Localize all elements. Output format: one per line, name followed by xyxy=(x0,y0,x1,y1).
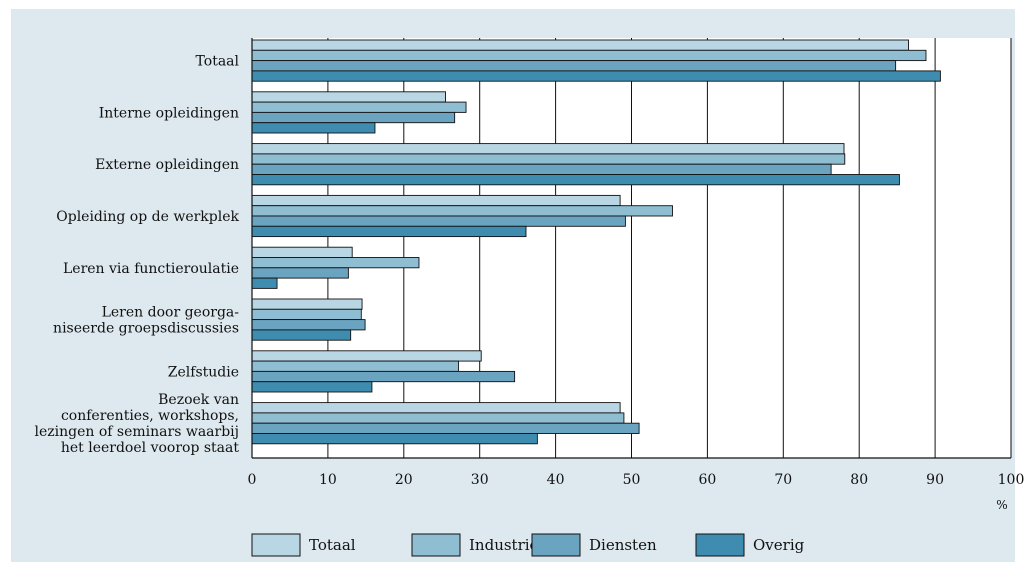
bar xyxy=(251,122,376,134)
category-label: Interne opleidingen xyxy=(99,105,239,121)
x-tick-label: 80 xyxy=(850,472,868,488)
x-tick-label: 60 xyxy=(698,472,716,488)
bar xyxy=(251,111,456,124)
bar xyxy=(251,267,349,279)
x-tick-label: 50 xyxy=(623,472,641,488)
bar xyxy=(251,49,927,62)
bar xyxy=(251,39,909,51)
bar xyxy=(251,433,538,445)
bar xyxy=(251,277,278,289)
category-label: conferenties, workshops, xyxy=(61,408,239,424)
bar xyxy=(251,319,366,331)
bar xyxy=(251,257,420,269)
category-label: Totaal xyxy=(196,54,240,70)
x-tick-label: 10 xyxy=(319,472,337,488)
x-tick-label: 0 xyxy=(248,472,257,488)
bar xyxy=(251,360,459,372)
legend-swatch xyxy=(695,533,745,557)
x-tick-label: 20 xyxy=(395,472,413,488)
bar xyxy=(251,70,941,82)
category-label: Opleiding op de werkplek xyxy=(56,209,239,225)
bar xyxy=(251,329,352,341)
legend-swatch xyxy=(531,533,581,557)
category-label: Externe opleidingen xyxy=(95,157,239,173)
category-label: Bezoek van xyxy=(158,392,239,408)
category-label: Zelfstudie xyxy=(168,364,239,380)
x-unit-label: % xyxy=(996,498,1007,512)
x-tick-label: 70 xyxy=(774,472,792,488)
x-tick-label: 90 xyxy=(926,472,944,488)
bar xyxy=(251,298,363,310)
bar xyxy=(251,153,846,165)
bar xyxy=(251,402,621,414)
bar xyxy=(251,163,832,175)
bar xyxy=(251,422,640,434)
bar xyxy=(251,370,516,383)
category-label: Leren door georga- xyxy=(102,305,240,321)
x-tick-label: 30 xyxy=(471,472,489,488)
legend-label: Overig xyxy=(753,536,805,554)
category-label: lezingen of seminars waarbij xyxy=(35,424,239,440)
bar xyxy=(251,101,467,113)
bar xyxy=(251,174,900,186)
bar xyxy=(251,308,362,321)
legend-label: Totaal xyxy=(309,536,356,554)
legend-label: Industrie xyxy=(469,536,539,554)
bar xyxy=(251,205,673,217)
legend-swatch xyxy=(411,533,461,557)
x-tick-label: 100 xyxy=(998,472,1025,488)
bar xyxy=(251,225,527,238)
bar xyxy=(251,143,845,155)
bar xyxy=(251,246,353,258)
legend-swatch xyxy=(251,533,301,557)
x-tick-label: 40 xyxy=(547,472,565,488)
bar xyxy=(251,215,626,227)
bar xyxy=(251,412,625,424)
category-label: het leerdoel voorop staat xyxy=(61,440,240,456)
bar xyxy=(251,91,446,103)
bar xyxy=(251,350,482,362)
category-label: Leren via functieroulatie xyxy=(63,261,239,277)
bar xyxy=(251,194,621,207)
category-label: niseerde groepsdiscussies xyxy=(53,321,239,337)
bar xyxy=(251,60,897,72)
bar xyxy=(251,381,373,393)
legend-label: Diensten xyxy=(589,536,657,554)
